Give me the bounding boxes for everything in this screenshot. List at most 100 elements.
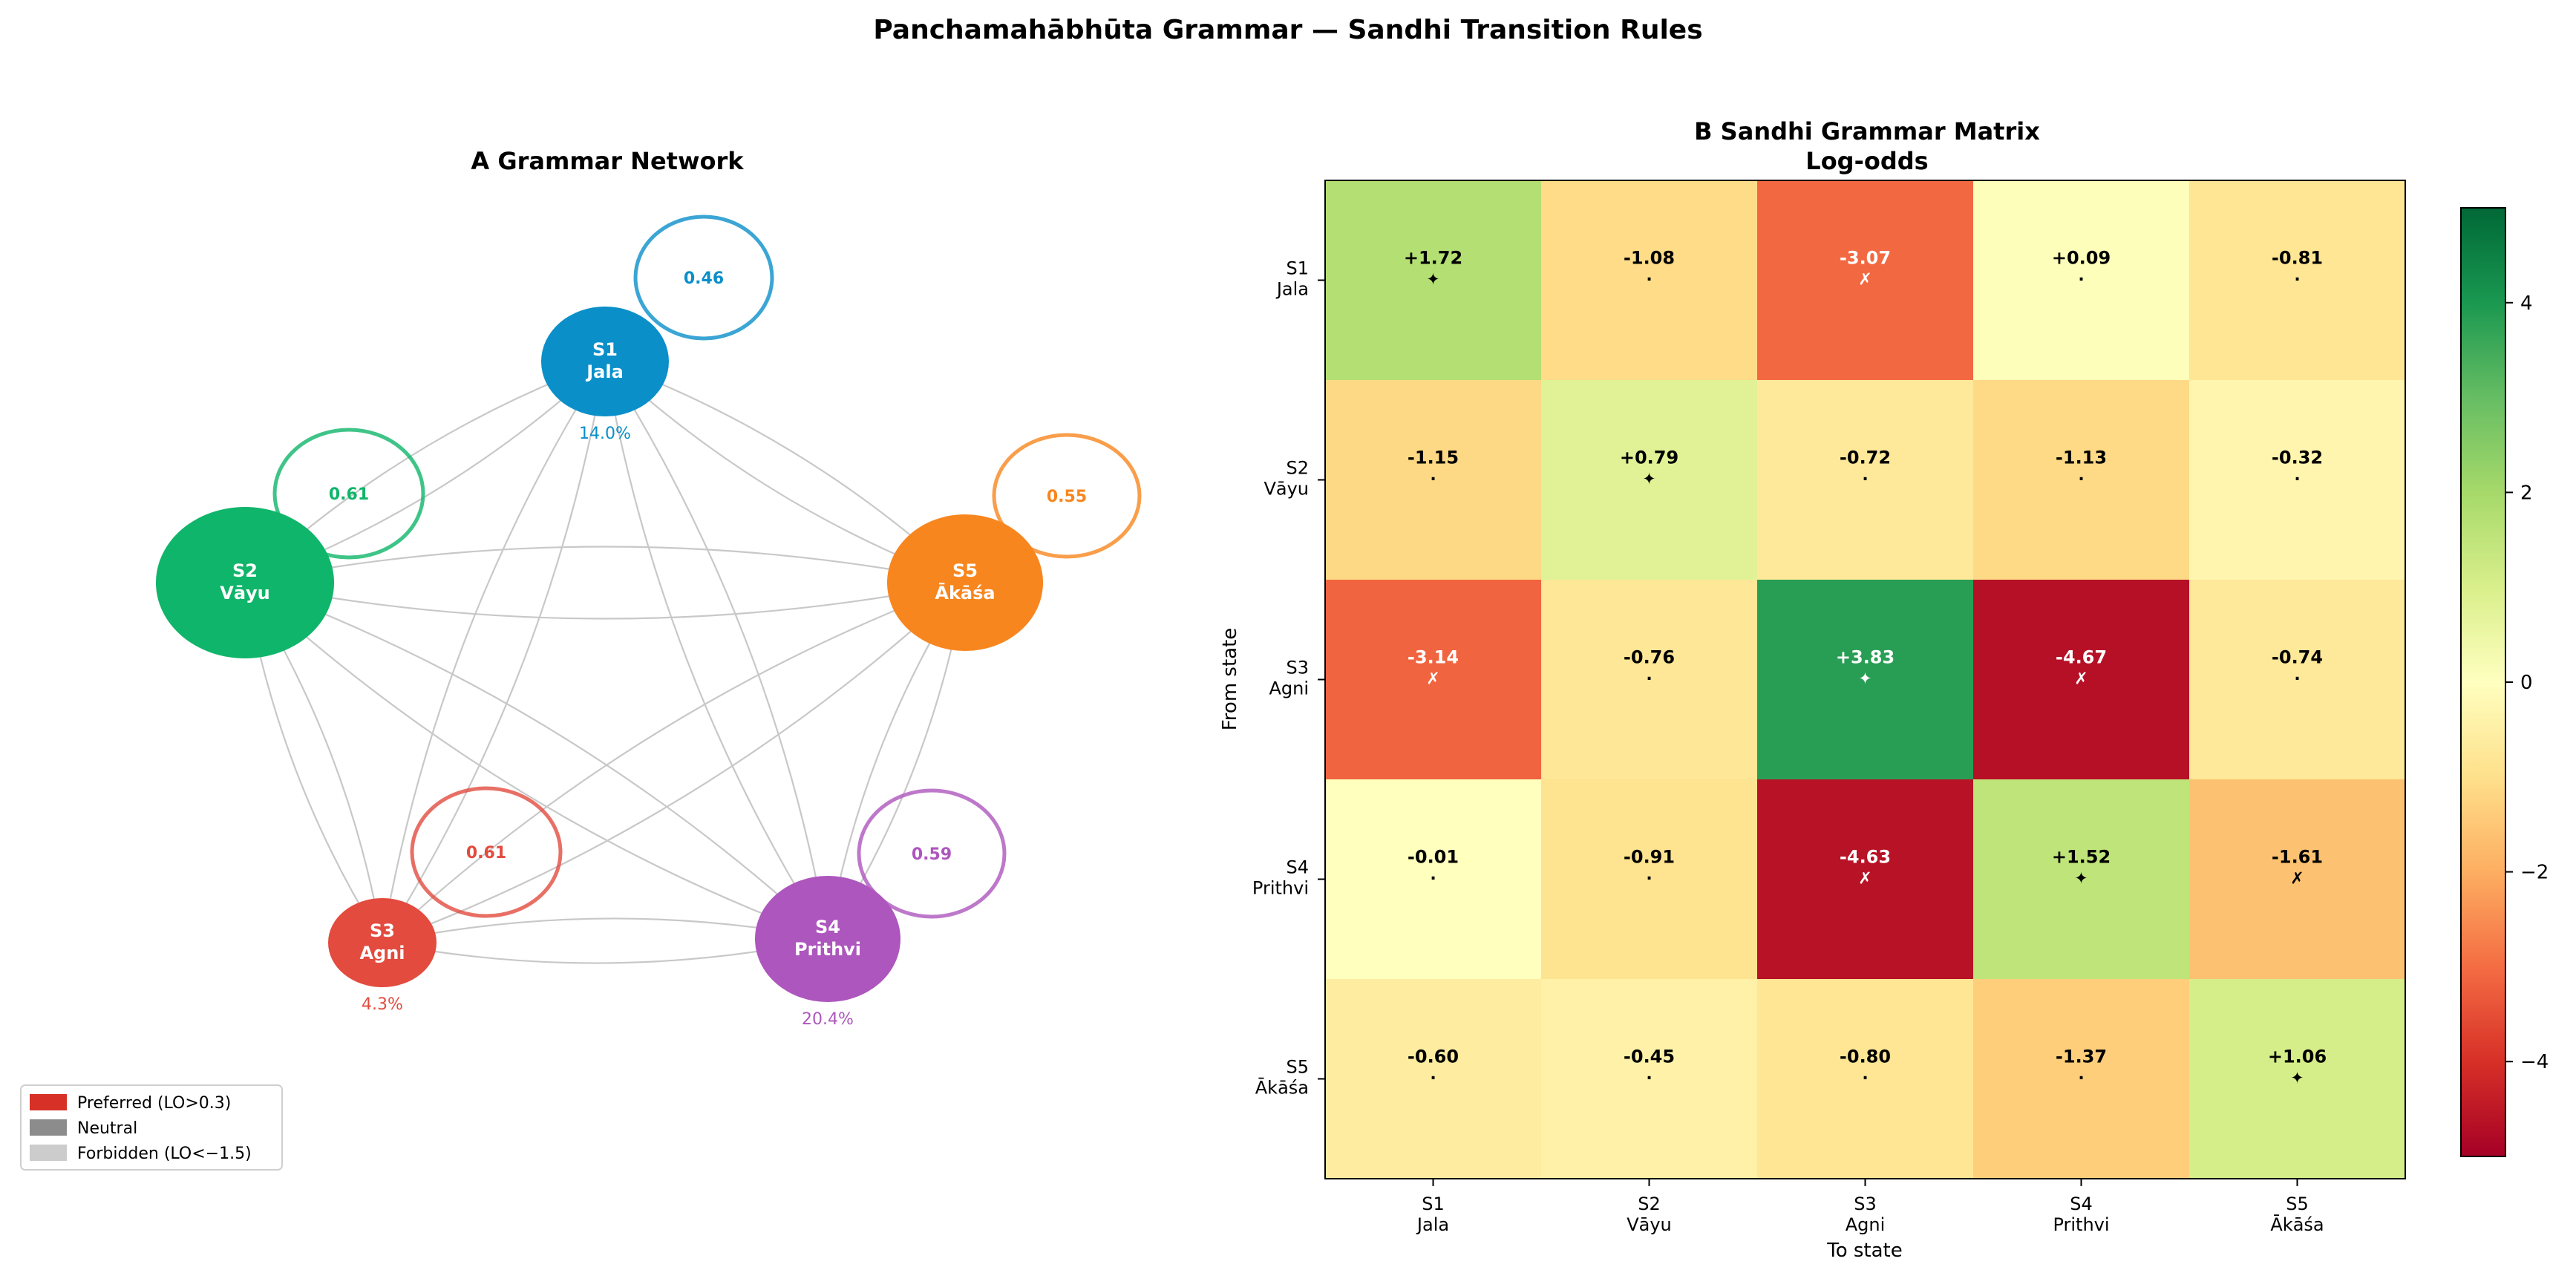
heatmap-axes: S1JalaS2VāyuS3AgniS4PrithviS5ĀkāśaS1Jala… (1252, 258, 2324, 1236)
cell-S5-S5 (2189, 979, 2406, 1179)
edge-S5-S3 (382, 581, 966, 943)
legend-swatch-forbidden (30, 1145, 67, 1161)
legend-label-forbidden: Forbidden (LO<−1.5) (77, 1145, 252, 1163)
node-name-S2: Vāyu (220, 583, 270, 603)
x-tick-label-name-S4: Prithvi (2053, 1214, 2109, 1235)
node-id-S4: S4 (815, 917, 840, 937)
cell-marker-S4-S5: ✗ (2290, 870, 2304, 888)
x-tick-label-name-S5: Ākāśa (2270, 1214, 2324, 1235)
cell-marker-S5-S1: · (1430, 1070, 1436, 1088)
node-name-S4: Prithvi (794, 939, 861, 960)
x-tick-label-id-S1: S1 (1422, 1194, 1445, 1214)
cell-marker-S3-S5: · (2294, 670, 2300, 689)
legend-swatch-neutral (30, 1119, 67, 1136)
cell-value-S4-S5: -1.61 (2272, 847, 2323, 868)
cell-value-S3-S1: -3.14 (1408, 647, 1459, 668)
cell-marker-S3-S4: ✗ (2074, 670, 2088, 689)
self-loop-S5 (992, 433, 1142, 559)
cell-marker-S3-S3: ✦ (1858, 670, 1871, 689)
network-edges (243, 360, 967, 964)
cell-marker-S5-S3: · (1862, 1070, 1868, 1088)
cell-value-S1-S4: +0.09 (2052, 248, 2111, 269)
cell-value-S1-S1: +1.72 (1404, 248, 1462, 269)
edge-S1-S4 (604, 361, 828, 940)
cell-S3-S5 (2189, 580, 2406, 780)
cell-value-S5-S5: +1.06 (2268, 1047, 2327, 1067)
cell-value-S4-S3: -4.63 (1840, 847, 1891, 868)
cell-S4-S2 (1541, 779, 1758, 980)
cell-S1-S1 (1325, 180, 1542, 381)
cell-marker-S2-S5: · (2294, 471, 2300, 489)
self-loop-label-S5: 0.55 (1047, 488, 1087, 506)
colorbar-tick-label-2: 0 (2520, 672, 2533, 694)
heatmap-subtitle: Log-odds (1805, 147, 1928, 175)
edge-S5-S2 (244, 546, 966, 584)
cell-S2-S2 (1541, 380, 1758, 580)
cell-marker-S5-S4: · (2078, 1070, 2084, 1088)
cell-marker-S5-S2: · (1646, 1070, 1652, 1088)
cell-marker-S2-S3: · (1862, 471, 1868, 489)
y-tick-label-id-S4: S4 (1286, 857, 1309, 878)
cell-S5-S4 (1973, 979, 2190, 1179)
cell-S4-S5 (2189, 779, 2406, 980)
colorbar-ticks: −4 −2 0 2 4 (2505, 292, 2549, 1073)
node-S4 (755, 876, 900, 1002)
node-id-S1: S1 (592, 339, 618, 360)
node-id-S2: S2 (232, 560, 258, 581)
node-name-S1: Jala (585, 361, 624, 382)
cell-S1-S2 (1541, 180, 1758, 381)
cell-value-S5-S4: -1.37 (2056, 1047, 2107, 1067)
cell-S5-S2 (1541, 979, 1758, 1179)
cell-marker-S4-S4: ✦ (2074, 870, 2088, 888)
self-loop-label-S4: 0.59 (912, 845, 952, 864)
edge-S3-S5 (382, 582, 966, 944)
cell-marker-S2-S4: · (2078, 471, 2084, 489)
cell-value-S5-S1: -0.60 (1408, 1047, 1459, 1067)
cell-marker-S1-S1: ✦ (1426, 271, 1439, 289)
node-name-S5: Ākāśa (935, 582, 995, 603)
cell-marker-S2-S2: ✦ (1642, 471, 1655, 489)
node-id-S3: S3 (370, 920, 395, 941)
cell-marker-S4-S2: · (1646, 870, 1652, 888)
cell-S3-S2 (1541, 580, 1758, 780)
legend-label-neutral: Neutral (77, 1119, 137, 1138)
y-tick-label-name-S4: Prithvi (1252, 878, 1309, 899)
cell-marker-S1-S4: · (2078, 271, 2084, 289)
cell-marker-S5-S5: ✦ (2290, 1070, 2304, 1088)
cell-S3-S4 (1973, 580, 2190, 780)
colorbar-tick-label-4: 4 (2520, 292, 2533, 315)
self-loop-S1 (633, 215, 774, 341)
cell-S1-S4 (1973, 180, 2190, 381)
cell-S3-S3 (1757, 580, 1974, 780)
figure-title: Panchamahābhūta Grammar — Sandhi Transit… (873, 15, 1702, 45)
y-tick-label-name-S1: Jala (1275, 279, 1309, 300)
cell-S4-S3 (1757, 779, 1974, 980)
cell-marker-S1-S2: · (1646, 271, 1652, 289)
cell-marker-S3-S2: · (1646, 670, 1652, 689)
cell-value-S3-S4: -4.67 (2056, 647, 2107, 668)
self-loop-S2 (272, 428, 425, 560)
cell-S4-S4 (1973, 779, 2190, 980)
network-self-loops: 0.46 0.61 0.61 0.59 0.55 (272, 215, 1142, 919)
cell-S5-S1 (1325, 979, 1542, 1179)
heatmap-title: B Sandhi Grammar Matrix (1694, 117, 2040, 145)
x-tick-label-name-S1: Jala (1416, 1214, 1449, 1235)
edge-S1-S3 (381, 361, 606, 943)
cell-value-S1-S5: -0.81 (2272, 248, 2323, 269)
self-loop-label-S3: 0.61 (466, 844, 506, 863)
y-tick-label-id-S3: S3 (1286, 658, 1309, 678)
cell-value-S4-S1: -0.01 (1408, 847, 1459, 868)
node-share-S3: 4.3% (362, 995, 403, 1014)
cell-S2-S5 (2189, 380, 2406, 580)
cell-marker-S3-S1: ✗ (1426, 670, 1439, 689)
edge-S2-S5 (244, 581, 966, 620)
edge-S4-S1 (604, 361, 829, 940)
cell-value-S2-S4: -1.13 (2056, 448, 2107, 468)
legend-label-preferred: Preferred (LO>0.3) (77, 1094, 231, 1113)
node-S3 (328, 898, 437, 987)
legend-swatch-preferred (30, 1094, 67, 1110)
edge-S3-S1 (382, 361, 607, 943)
cell-value-S1-S2: -1.08 (1624, 248, 1675, 269)
